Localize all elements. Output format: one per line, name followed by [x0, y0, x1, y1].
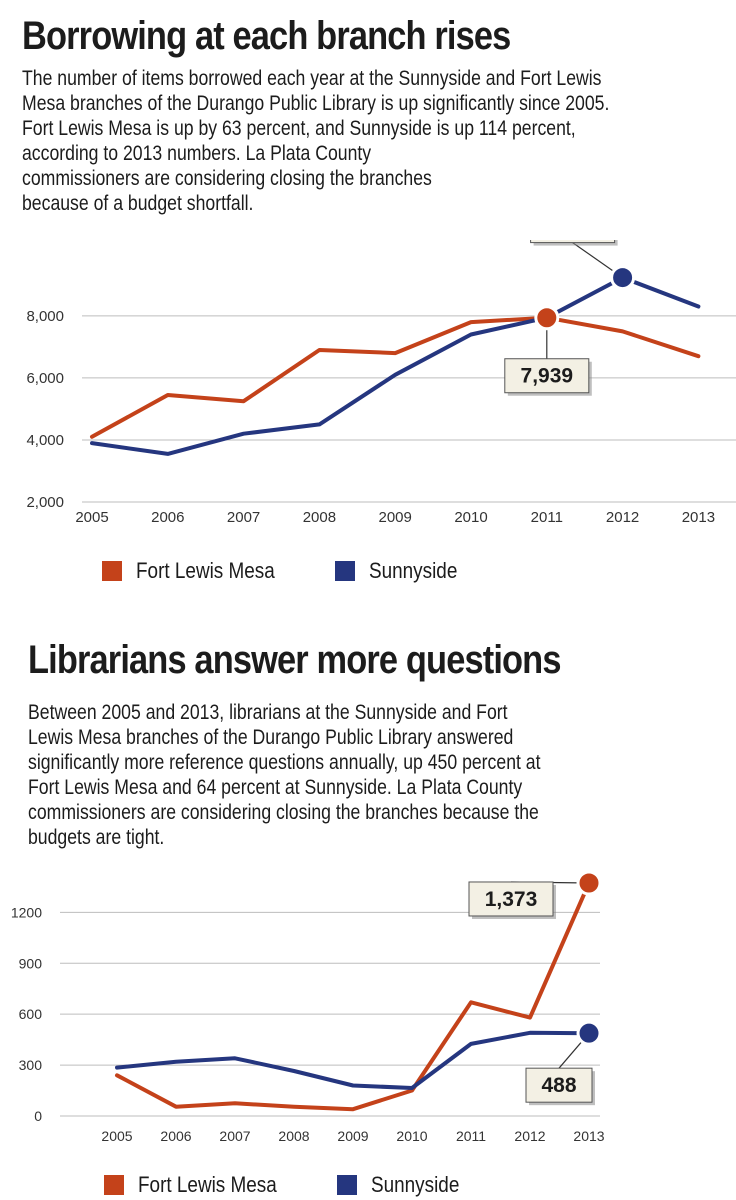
description-line: Mesa branches of the Durango Public Libr…: [22, 92, 610, 115]
data-marker: [576, 1020, 602, 1046]
callout-box: [504, 358, 590, 394]
legend-label: Fort Lewis Mesa: [136, 558, 275, 583]
legend-label: Fort Lewis Mesa: [138, 1172, 277, 1197]
x-tick-label: 2007: [227, 509, 260, 526]
y-tick-label: 600: [19, 1006, 43, 1022]
description-line: Lewis Mesa branches of the Durango Publi…: [28, 726, 514, 749]
description-line: The number of items borrowed each year a…: [22, 67, 602, 90]
x-tick-label: 2010: [454, 509, 487, 526]
series-line-sunnyside: [115, 1030, 591, 1090]
description-line: significantly more reference questions a…: [28, 751, 541, 774]
y-tick-label: 4,000: [26, 432, 64, 449]
questions-line-chart: 0 300 600 900 1200 2005 2006 2007 2008 2009 2010 20…: [11, 870, 605, 1144]
y-tick-label: 8,000: [26, 308, 64, 325]
legend-item-sunnyside: Sunnyside: [337, 1172, 474, 1198]
chart-title-borrowing: Borrowing at each branch rises: [22, 14, 511, 58]
callout-box: [530, 240, 616, 244]
legend-questions: Fort Lewis Mesa Sunnyside: [104, 1170, 512, 1200]
chart-title-questions: Librarians answer more questions: [28, 638, 561, 682]
legend-label: Sunnyside: [369, 558, 458, 583]
callout-label: 7,939: [521, 365, 574, 388]
x-tick-label: 2007: [219, 1128, 250, 1144]
y-tick-label: 300: [19, 1057, 43, 1073]
x-tick-label: 2009: [379, 509, 412, 526]
legend-label: Sunnyside: [371, 1172, 460, 1197]
x-tick-label: 2012: [514, 1128, 545, 1144]
borrowing-line-chart: 2,000 4,000 6,000 8,000 2005 2006 2007 2008 2009…: [26, 240, 736, 526]
x-tick-label: 2006: [160, 1128, 191, 1144]
y-tick-label: 0: [34, 1108, 42, 1124]
description-line: budgets are tight.: [28, 826, 165, 849]
description-questions: Between 2005 and 2013, librarians at the…: [28, 700, 616, 850]
legend-item-fort-lewis-mesa: Fort Lewis Mesa: [102, 558, 297, 584]
y-tick-label: 1200: [11, 904, 42, 920]
x-tick-label: 2011: [531, 509, 563, 526]
legend-swatch-fort-lewis-mesa: [104, 1175, 124, 1195]
legend-swatch-sunnyside: [335, 561, 356, 581]
description-line: Fort Lewis Mesa and 64 percent at Sunnys…: [28, 776, 523, 799]
x-tick-label: 2008: [303, 509, 336, 526]
y-tick-label: 6,000: [26, 370, 64, 387]
y-tick-label: 2,000: [26, 494, 64, 511]
x-tick-label: 2009: [337, 1128, 368, 1144]
legend-item-fort-lewis-mesa: Fort Lewis Mesa: [104, 1172, 299, 1198]
data-marker: [610, 265, 636, 291]
callout-box: [468, 881, 554, 917]
x-tick-label: 2011: [456, 1128, 486, 1144]
x-tick-label: 2005: [101, 1128, 132, 1144]
data-marker: [534, 305, 560, 331]
legend-item-sunnyside: Sunnyside: [335, 558, 472, 584]
y-tick-label: 900: [19, 955, 43, 971]
description-line: according to 2013 numbers. La Plata Coun…: [22, 142, 372, 165]
description-line: Fort Lewis Mesa is up by 63 percent, and…: [22, 117, 576, 140]
callout-label: 488: [541, 1074, 576, 1097]
series-line-sunnyside: [90, 275, 701, 456]
callout-box: [525, 1067, 593, 1103]
description-line: because of a budget shortfall.: [22, 192, 254, 215]
description-line: commissioners are considering closing th…: [22, 167, 432, 190]
series-line-fort-lewis-mesa: [90, 315, 701, 439]
x-tick-label: 2006: [151, 509, 184, 526]
x-tick-label: 2008: [278, 1128, 309, 1144]
x-tick-label: 2010: [396, 1128, 427, 1144]
legend-swatch-sunnyside: [337, 1175, 358, 1195]
legend-swatch-fort-lewis-mesa: [102, 561, 122, 581]
x-tick-label: 2012: [606, 509, 639, 526]
description-line: Between 2005 and 2013, librarians at the…: [28, 701, 508, 724]
description-borrowing: The number of items borrowed each year a…: [22, 66, 711, 216]
series-line-fort-lewis-mesa: [115, 881, 591, 1112]
description-line: commissioners are considering closing th…: [28, 801, 539, 824]
legend-borrowing: Fort Lewis Mesa Sunnyside: [102, 556, 510, 586]
callout-label: 1,373: [485, 888, 538, 911]
x-tick-label: 2013: [573, 1128, 604, 1144]
x-tick-label: 2013: [682, 509, 715, 526]
x-tick-label: 2005: [75, 509, 108, 526]
data-marker: [576, 870, 602, 896]
